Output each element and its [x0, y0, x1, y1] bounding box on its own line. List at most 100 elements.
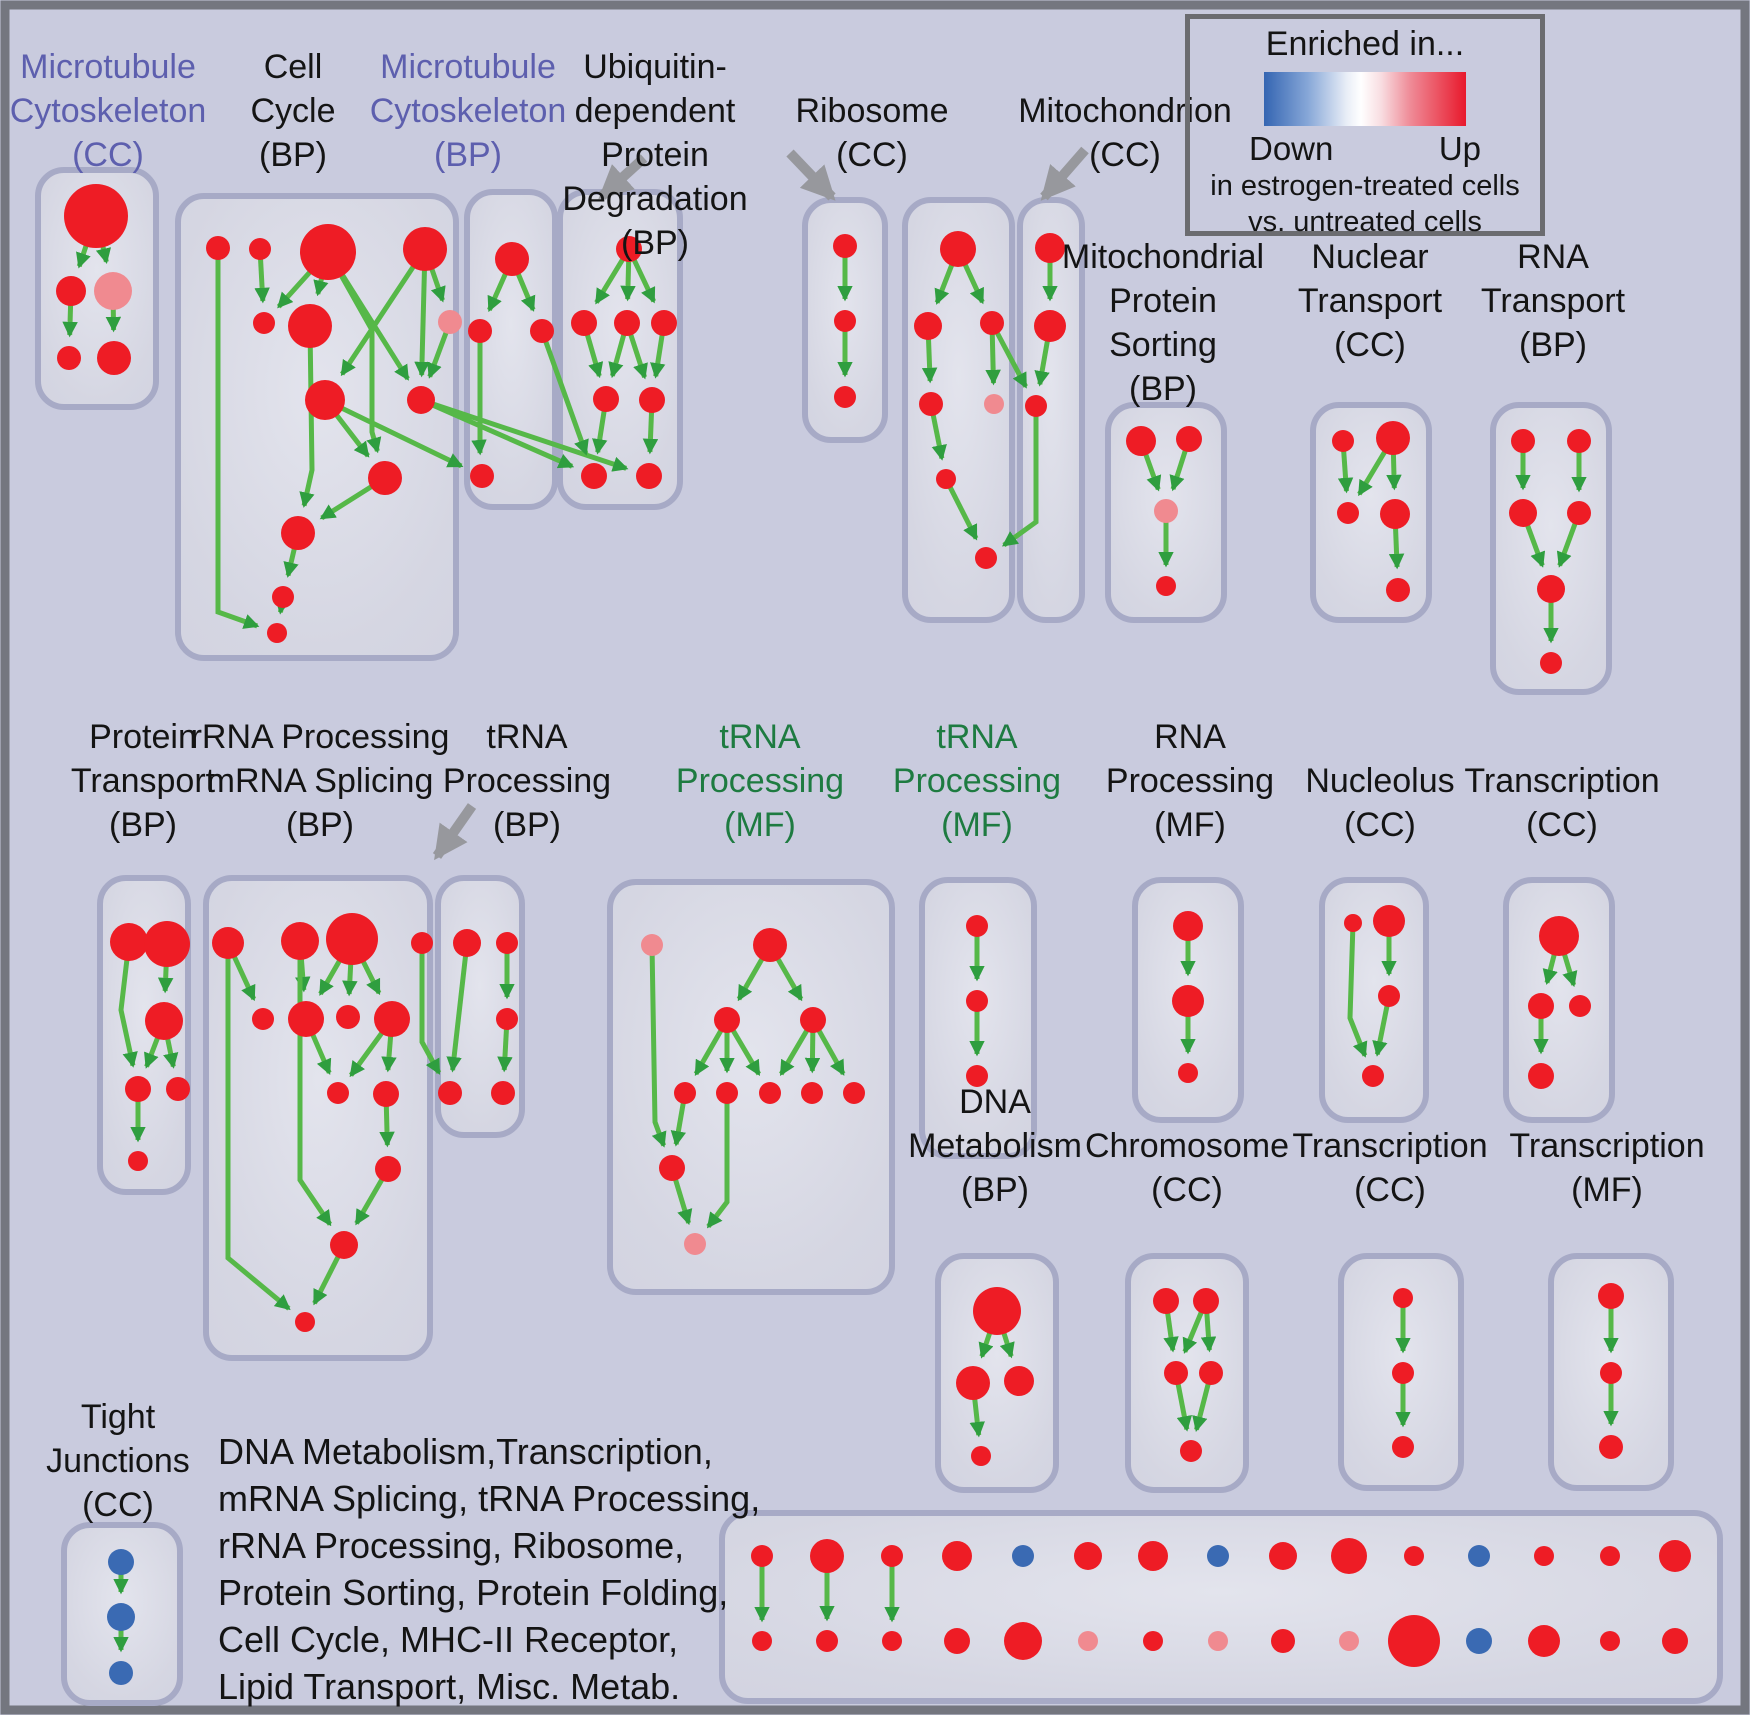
node-misc-3: [942, 1541, 972, 1571]
node-ub1-2: [614, 310, 640, 336]
cluster-label-dna_m: DNA Metabolism (BP): [908, 1083, 1082, 1209]
node-prot_t-0: [110, 923, 148, 961]
callout-arrow-to-mitochondrion-box: [1040, 146, 1089, 201]
node-trna_mf1-3: [800, 1007, 826, 1033]
legend-down-label: Down: [1249, 130, 1334, 167]
node-rrna-5: [288, 1001, 324, 1037]
misc-categories-text: DNA Metabolism,Transcription, mRNA Splic…: [218, 1428, 760, 1710]
node-trna_mf1-2: [714, 1007, 740, 1033]
node-trna_bp-0: [453, 929, 481, 957]
node-trna_mf2-1: [966, 990, 988, 1012]
cluster-box-rna_t: [1490, 402, 1612, 695]
node-prot_t-1: [144, 921, 190, 967]
cluster-label-rna_p: RNA Processing (MF): [1106, 718, 1274, 844]
cluster-label-trna_bp: tRNA Processing (BP): [443, 718, 611, 844]
node-rrna-8: [327, 1082, 349, 1104]
node-misc-25: [1388, 1615, 1440, 1667]
node-misc-19: [1004, 1622, 1042, 1660]
legend-subtitle-1: in estrogen-treated cells: [1210, 170, 1520, 202]
node-rna_p-0: [1173, 911, 1203, 941]
cluster-label-cc_bp: Cell Cycle (BP): [250, 48, 335, 174]
callout-arrow-to-ubiquitin-right-box: [786, 149, 836, 201]
node-ribo-5: [936, 469, 956, 489]
node-trna_mf2-2: [966, 1065, 988, 1087]
node-ribo-3: [919, 392, 943, 416]
legend-title: Enriched in...: [1265, 25, 1465, 63]
node-misc-11: [1468, 1545, 1490, 1567]
node-tr_cc3-0: [1393, 1288, 1413, 1308]
node-cc_bp-3: [403, 227, 447, 271]
edge-rrna-1: [225, 943, 291, 1311]
node-mps-0: [1126, 426, 1156, 456]
node-tight-2: [109, 1661, 133, 1685]
cluster-label-mps: Mitochondrial Protein Sorting (BP): [1062, 238, 1264, 408]
node-rna_p-1: [1172, 985, 1204, 1017]
misc-line: Cell Cycle, MHC-II Receptor,: [218, 1619, 679, 1660]
callout-arrow-to-ubiquitin-left-box: [598, 154, 648, 200]
node-cc_bp-0: [206, 236, 230, 260]
node-trna_mf1-1: [753, 928, 787, 962]
cluster-label-trna_mf2: tRNA Processing (MF): [893, 718, 1061, 844]
node-mt_cc-1: [56, 276, 86, 306]
node-rna_t-5: [1540, 652, 1562, 674]
node-mt_cc-4: [97, 341, 131, 375]
node-trna_mf1-0: [641, 934, 663, 956]
node-trna_mf1-8: [843, 1082, 865, 1104]
cluster-label-mt_bp: Microtubule Cytoskeleton (BP): [370, 48, 567, 174]
callout-arrow-to-trna-bp-box: [432, 803, 477, 861]
edge-trna_bp-0: [446, 942, 470, 1073]
node-ub1-5: [639, 387, 665, 413]
node-cc_bp-6: [438, 310, 462, 334]
legend-box: Enriched in... Down Up in estrogen-treat…: [1185, 14, 1545, 238]
node-mt_bp-0: [495, 242, 529, 276]
node-cc_bp-7: [305, 380, 345, 420]
node-mps-2: [1154, 499, 1178, 523]
node-misc-24: [1339, 1631, 1359, 1651]
node-mt_cc-0: [64, 184, 128, 248]
node-cc_bp-1: [249, 238, 271, 260]
node-misc-4: [1012, 1545, 1034, 1567]
node-rna_t-3: [1567, 501, 1591, 525]
node-misc-13: [1600, 1546, 1620, 1566]
cluster-box-nucl: [1319, 877, 1429, 1123]
node-rrna-9: [373, 1081, 399, 1107]
node-tr_cc2-1: [1528, 993, 1554, 1019]
cluster-label-trna_mf1: tRNA Processing (MF): [676, 718, 844, 844]
node-mt_cc-2: [94, 272, 132, 310]
node-rrna-6: [336, 1005, 360, 1029]
node-misc-26: [1466, 1628, 1492, 1654]
node-trna_bp-1: [496, 932, 518, 954]
node-misc-29: [1662, 1628, 1688, 1654]
node-tr_mf-0: [1598, 1283, 1624, 1309]
node-ribo-2: [980, 311, 1004, 335]
cluster-label-tight: Tight Junctions (CC): [46, 1398, 190, 1524]
node-nucl-2: [1378, 985, 1400, 1007]
node-rrna-2: [326, 913, 378, 965]
legend-up-label: Up: [1438, 130, 1481, 167]
node-rna_t-4: [1537, 575, 1565, 603]
node-prot_t-5: [128, 1151, 148, 1171]
node-nuc_t-1: [1376, 421, 1410, 455]
node-mt_bp-1: [468, 319, 492, 343]
cluster-label-mito: Mitochondrion (CC): [1018, 92, 1232, 174]
misc-line: Lipid Transport, Misc. Metab.: [218, 1666, 681, 1707]
node-trna_bp-4: [491, 1081, 515, 1105]
node-mito-2: [1025, 395, 1047, 417]
node-tr_mf-2: [1599, 1435, 1623, 1459]
cluster-label-ribo: Ribosome (CC): [795, 92, 948, 174]
node-tr_cc3-2: [1392, 1436, 1414, 1458]
node-chrom-3: [1199, 1361, 1223, 1385]
node-nucl-1: [1373, 905, 1405, 937]
node-misc-22: [1208, 1631, 1228, 1651]
node-rrna-1: [281, 922, 319, 960]
edge-prot_t-0: [118, 941, 138, 1068]
node-ribo-0: [940, 231, 976, 267]
node-ub2-2: [834, 386, 856, 408]
node-misc-5: [1074, 1542, 1102, 1570]
cluster-label-nuc_t: Nuclear Transport (CC): [1298, 238, 1443, 364]
node-mt_bp-2: [530, 319, 554, 343]
node-cc_bp-2: [300, 224, 356, 280]
node-chrom-0: [1153, 1288, 1179, 1314]
